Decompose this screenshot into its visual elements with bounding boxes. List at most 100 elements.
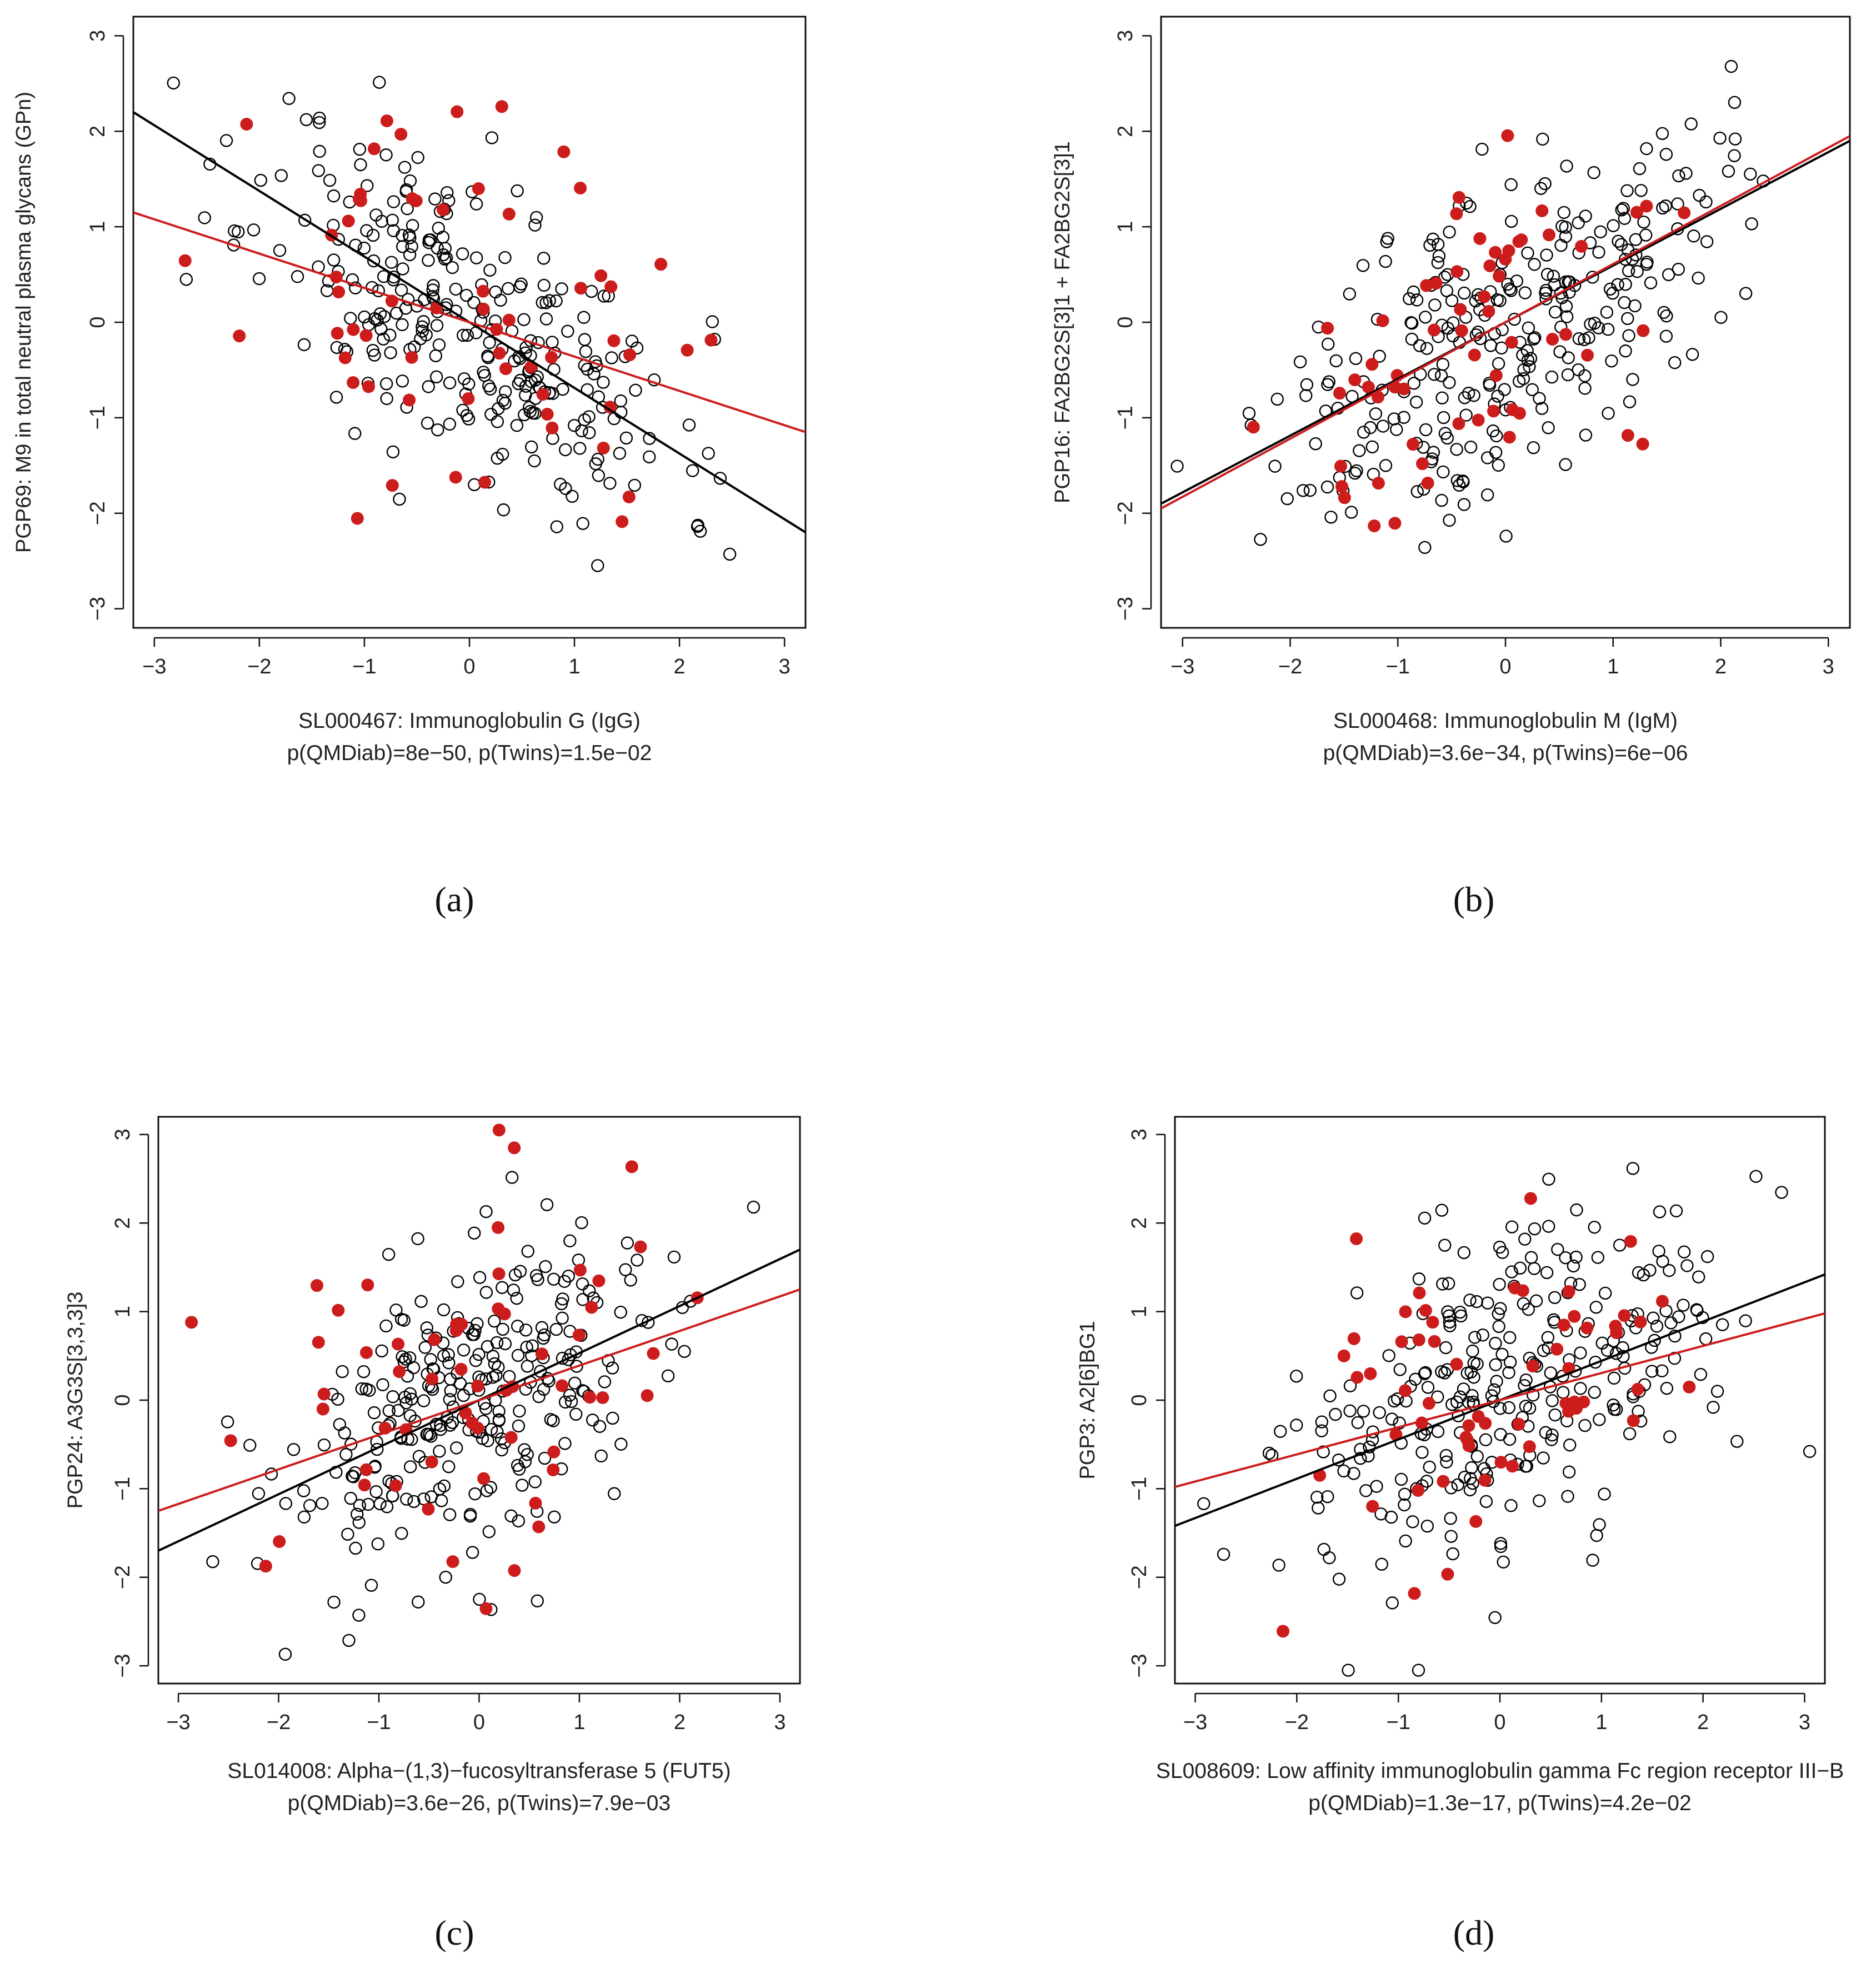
data-point xyxy=(1494,1428,1507,1441)
data-point xyxy=(546,432,559,445)
data-point xyxy=(495,1443,508,1457)
data-point xyxy=(1444,1530,1458,1543)
data-point xyxy=(1668,356,1682,369)
data-point xyxy=(498,251,512,264)
data-point xyxy=(1548,1291,1562,1304)
data-point xyxy=(353,1499,367,1512)
data-point xyxy=(1463,1293,1477,1307)
data-point xyxy=(439,1570,452,1584)
data-point xyxy=(1602,407,1615,420)
x-tick-label: 0 xyxy=(463,655,475,678)
x-tick-label: −2 xyxy=(247,655,271,678)
data-point xyxy=(628,478,642,492)
data-point xyxy=(558,1437,572,1450)
data-point xyxy=(481,349,494,363)
data-point xyxy=(1457,1382,1470,1396)
data-point-twins xyxy=(331,327,344,340)
data-point xyxy=(434,1494,448,1507)
data-point xyxy=(1450,443,1463,456)
data-point xyxy=(1652,1245,1665,1258)
data-point xyxy=(243,1438,257,1452)
data-point xyxy=(1390,423,1403,436)
data-point xyxy=(206,1555,219,1569)
data-point-twins xyxy=(362,380,375,393)
data-point xyxy=(531,1594,544,1607)
x-axis: −3 −2 −1 0 1 2 3 xyxy=(142,637,791,678)
y-tick-label: −2 xyxy=(111,1565,134,1589)
data-point xyxy=(1557,206,1571,219)
data-point xyxy=(519,379,533,393)
data-point xyxy=(1578,369,1592,383)
data-point xyxy=(456,403,469,417)
data-point xyxy=(420,1321,433,1335)
y-axis-title: PGP3: A2[6]BG1 xyxy=(1076,1321,1099,1479)
data-point xyxy=(1365,440,1379,454)
data-point xyxy=(479,1286,493,1299)
data-point xyxy=(1537,1451,1550,1465)
plot-frame xyxy=(132,16,807,629)
data-point xyxy=(1272,1559,1285,1572)
data-point-twins xyxy=(634,1240,647,1253)
data-point xyxy=(379,377,393,391)
data-point xyxy=(546,336,559,349)
data-point-twins xyxy=(471,1380,484,1393)
y-tick-label: −3 xyxy=(1128,1654,1151,1677)
data-point xyxy=(1384,1510,1398,1524)
data-point xyxy=(621,1236,634,1250)
data-point xyxy=(1504,214,1518,228)
data-point xyxy=(614,1306,627,1319)
x-tick-label: 2 xyxy=(1715,655,1727,678)
data-point xyxy=(1381,232,1394,245)
data-point xyxy=(539,1260,552,1273)
data-point xyxy=(376,1378,389,1391)
data-point xyxy=(1446,1547,1459,1561)
data-point xyxy=(1700,1250,1714,1263)
data-point-twins xyxy=(625,1160,638,1173)
data-point xyxy=(1489,446,1503,459)
data-point xyxy=(747,1200,761,1214)
data-point xyxy=(1440,431,1454,445)
data-point xyxy=(1648,1333,1661,1347)
data-point xyxy=(531,1273,544,1286)
data-point xyxy=(297,1510,311,1524)
data-point xyxy=(1535,402,1549,415)
data-point xyxy=(1554,238,1568,252)
data-point xyxy=(1428,298,1442,312)
data-point xyxy=(1622,329,1635,342)
data-point xyxy=(1502,1401,1515,1415)
data-point xyxy=(1370,1480,1383,1493)
data-point-twins xyxy=(1562,1285,1575,1298)
data-point xyxy=(1300,378,1314,391)
data-point xyxy=(613,447,627,460)
data-point xyxy=(1470,1450,1484,1463)
data-point-twins xyxy=(1683,1380,1696,1393)
data-point xyxy=(532,1390,546,1403)
data-point xyxy=(483,336,496,349)
data-point xyxy=(473,1271,487,1284)
data-point xyxy=(1489,1336,1502,1350)
data-point-twins xyxy=(1503,431,1516,444)
data-point xyxy=(614,394,628,408)
data-point xyxy=(443,1393,457,1406)
data-point xyxy=(573,442,587,455)
data-point-twins xyxy=(1483,259,1497,272)
data-point xyxy=(1668,1329,1682,1343)
data-point xyxy=(1321,337,1335,351)
data-point xyxy=(1431,1425,1445,1438)
data-point-twins xyxy=(1489,369,1503,382)
x-axis-title: SL014008: Alpha−(1,3)−fucosyltransferase… xyxy=(227,1759,731,1783)
data-point xyxy=(1589,1301,1603,1314)
data-point xyxy=(323,173,337,187)
data-point xyxy=(443,417,457,431)
data-point-twins xyxy=(1493,269,1506,283)
data-point-twins xyxy=(1452,191,1465,204)
data-point xyxy=(1513,1261,1527,1275)
data-point xyxy=(339,1447,353,1461)
data-point-twins xyxy=(1505,336,1518,349)
data-point xyxy=(461,328,474,342)
data-point xyxy=(1465,1461,1478,1475)
data-point xyxy=(1540,1266,1554,1280)
data-point xyxy=(693,525,707,538)
data-point xyxy=(466,1546,479,1559)
data-point xyxy=(1312,1501,1325,1515)
